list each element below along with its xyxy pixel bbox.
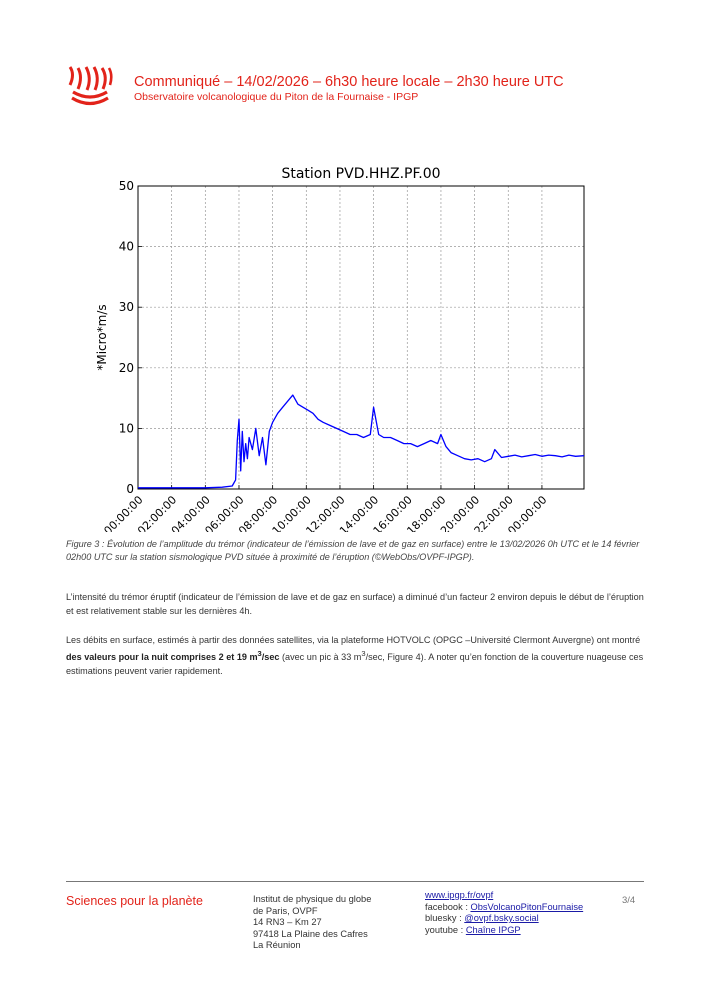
footer-address: Institut de physique du globe de Paris, …: [253, 894, 371, 952]
plot-frame: [137, 185, 585, 490]
footer-divider: [66, 881, 644, 882]
tremor-chart: Station PVD.HHZ.PF.000102030405000:00:00…: [95, 166, 585, 532]
figure-caption: Figure 3 : Évolution de l’amplitude du t…: [66, 539, 640, 562]
youtube-label: youtube :: [425, 924, 466, 935]
y-tick-label: 0: [126, 482, 134, 496]
document-title: Communiqué – 14/02/2026 – 6h30 heure loc…: [134, 74, 564, 90]
paragraph-tremor: L’intensité du trémor éruptif (indicateu…: [66, 592, 644, 616]
bluesky-link[interactable]: @ovpf.bsky.social: [464, 913, 539, 924]
facebook-link[interactable]: ObsVolcanoPitonFournaise: [470, 901, 584, 912]
footer-slogan: Sciences pour la planète: [66, 894, 203, 908]
youtube-link[interactable]: Chaîne IPGP: [465, 924, 521, 935]
tremor-series-line: [138, 394, 585, 489]
y-axis-label: *Micro*m/s: [95, 304, 109, 370]
address-line: Institut de physique du globe: [253, 894, 372, 904]
paragraph-text: Les débits en surface, estimés à partir …: [66, 635, 641, 645]
chart-title: Station PVD.HHZ.PF.00: [281, 166, 440, 182]
ipgp-logo-icon: [68, 66, 113, 106]
bold-flow-values: des valeurs pour la nuit comprises 2 et …: [66, 649, 280, 663]
footer-links: www.ipgp.fr/ovpf facebook : ObsVolcanoPi…: [425, 890, 583, 936]
paragraph-flow-rates: Les débits en surface, estimés à partir …: [66, 635, 644, 677]
address-line: 97418 La Plaine des Cafres: [253, 928, 368, 939]
y-tick-label: 30: [119, 300, 134, 314]
y-tick-label: 50: [119, 179, 134, 193]
y-tick-label: 10: [119, 421, 134, 435]
address-line: 14 RN3 – Km 27: [253, 917, 322, 928]
page-number: 3/4: [622, 895, 636, 906]
facebook-label: facebook :: [425, 901, 471, 912]
y-tick-label: 20: [119, 361, 134, 375]
address-line: La Réunion: [253, 940, 301, 951]
website-link[interactable]: www.ipgp.fr/ovpf: [425, 890, 494, 900]
bluesky-label: bluesky :: [425, 913, 465, 924]
address-line: de Paris, OVPF: [253, 905, 318, 916]
y-tick-label: 40: [119, 240, 134, 254]
document-subtitle: Observatoire volcanologique du Piton de …: [134, 91, 419, 103]
